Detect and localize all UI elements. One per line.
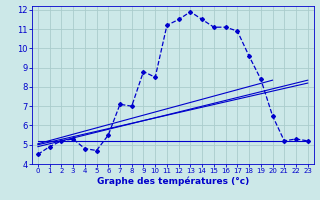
X-axis label: Graphe des températures (°c): Graphe des températures (°c) [97, 177, 249, 186]
